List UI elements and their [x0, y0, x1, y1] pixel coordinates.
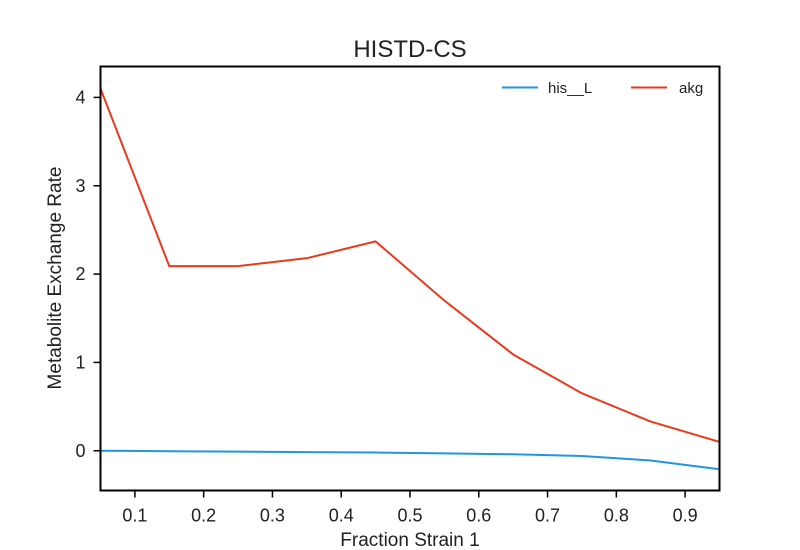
legend-label: akg: [679, 80, 703, 97]
y-tick-label: 3: [75, 176, 85, 196]
x-tick-label: 0.1: [122, 506, 147, 526]
plot-frame: [99, 65, 721, 492]
plot-lines: [100, 88, 720, 471]
legend-label: his__L: [548, 80, 592, 97]
x-tick-label: 0.8: [604, 506, 629, 526]
x-tick-label: 0.5: [397, 506, 422, 526]
x-tick-label: 0.4: [329, 506, 354, 526]
x-axis-label: Fraction Strain 1: [340, 530, 479, 550]
chart-title: HISTD-CS: [353, 36, 466, 63]
y-tick-label: 1: [75, 352, 85, 372]
y-tick-label: 2: [75, 264, 85, 284]
x-tick-label: 0.6: [466, 506, 491, 526]
series-line-akg: [100, 88, 720, 443]
x-tick-label: 0.9: [673, 506, 698, 526]
y-tick-label: 4: [75, 87, 85, 107]
y-tick-label: 0: [75, 441, 85, 461]
x-tick-label: 0.2: [191, 506, 216, 526]
series-line-his--L: [100, 449, 720, 471]
y-axis-label: Metabolite Exchange Rate: [45, 167, 66, 390]
y-axis-ticks: 0 1 2 3 4: [75, 87, 101, 461]
x-tick-label: 0.7: [535, 506, 560, 526]
x-tick-label: 0.3: [260, 506, 285, 526]
x-axis-ticks: 0.1 0.2 0.3 0.4 0.5 0.6 0.7 0.8 0.9: [122, 490, 698, 526]
legend: his__L akg: [502, 80, 703, 97]
